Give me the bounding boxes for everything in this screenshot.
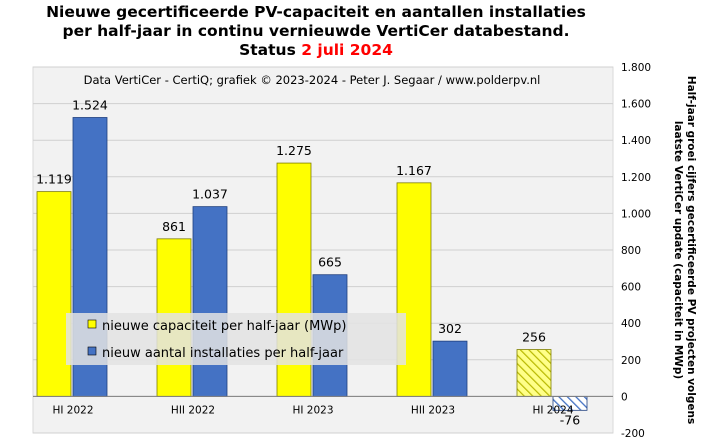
- legend-swatch-capacity: [87, 319, 97, 329]
- data-label-capacity-hii-2023: 1.167: [396, 163, 432, 178]
- bar-installations-hii-2023: [432, 340, 468, 397]
- chart-title-line-1: Nieuwe gecertificeerde PV-capaciteit en …: [46, 3, 586, 21]
- y-tick-label: 200: [621, 355, 641, 367]
- y-tick-label: 1.400: [621, 135, 651, 147]
- chart-title-line-2: per half-jaar in continu vernieuwde Vert…: [62, 22, 569, 40]
- legend-label-capacity: nieuwe capaciteit per half-jaar (MWp): [102, 319, 346, 334]
- chart-credit: Data VertiCer - CertiQ; grafiek © 2023-2…: [84, 73, 541, 87]
- x-tick-label: HI 2024: [532, 404, 573, 416]
- y-axis-title-line-2: laatste VertiCer update (capaciteit in M…: [672, 121, 684, 379]
- y-tick-label: 800: [621, 245, 641, 257]
- x-tick-label: HII 2022: [171, 404, 215, 416]
- x-axis-ticks: HI 2022 HII 2022 HI 2023 HII 2023 HI 2024: [52, 404, 573, 416]
- data-label-installations-hi-2024: -76: [560, 412, 580, 427]
- legend: nieuwe capaciteit per half-jaar (MWp) ni…: [66, 313, 406, 365]
- status-prefix: Status: [239, 41, 301, 59]
- x-tick-label: HI 2022: [52, 404, 93, 416]
- data-label-capacity-hii-2022: 861: [162, 219, 186, 234]
- bar-capacity-hi-2022: [36, 191, 72, 397]
- x-tick-label: HI 2023: [292, 404, 333, 416]
- data-label-installations-hi-2022: 1.524: [72, 98, 108, 113]
- data-label-capacity-hi-2023: 1.275: [276, 143, 312, 158]
- legend-swatch-installations: [87, 346, 97, 356]
- data-label-installations-hii-2023: 302: [438, 321, 462, 336]
- data-label-capacity-hi-2022: 1.119: [36, 172, 72, 187]
- x-tick-label: HII 2023: [411, 404, 455, 416]
- chart-status: Status 2 juli 2024: [239, 41, 393, 59]
- y-tick-label: 1.200: [621, 172, 651, 184]
- y-tick-label: 1.000: [621, 208, 651, 220]
- legend-label-installations: nieuw aantal installaties per half-jaar: [102, 346, 344, 361]
- y-tick-label: 0: [621, 391, 628, 403]
- bar-installations-hii-2022: [192, 206, 228, 397]
- y-tick-label: 1.600: [621, 99, 651, 111]
- status-date: 2 juli 2024: [301, 41, 393, 59]
- legend-box: [66, 313, 406, 365]
- bar-capacity-hi-2024: [516, 349, 552, 397]
- data-label-capacity-hi-2024: 256: [522, 330, 546, 345]
- y-axis-ticks: -200 0 200 400 600 800 1.000 1.200 1.400 1.600 1.8…: [621, 62, 651, 440]
- y-tick-label: -200: [621, 428, 645, 440]
- data-labels: 1.119 1.524 861 1.037 1.275 665 1.167 302 256 -76: [36, 98, 580, 428]
- y-tick-label: 600: [621, 282, 641, 294]
- data-label-installations-hii-2022: 1.037: [192, 187, 228, 202]
- y-tick-label: 1.800: [621, 62, 651, 74]
- y-tick-label: 400: [621, 318, 641, 330]
- y-axis-title-line-1: Half-jaar groei cijfers gecertificeerde …: [685, 76, 697, 424]
- data-label-installations-hi-2023: 665: [318, 255, 342, 270]
